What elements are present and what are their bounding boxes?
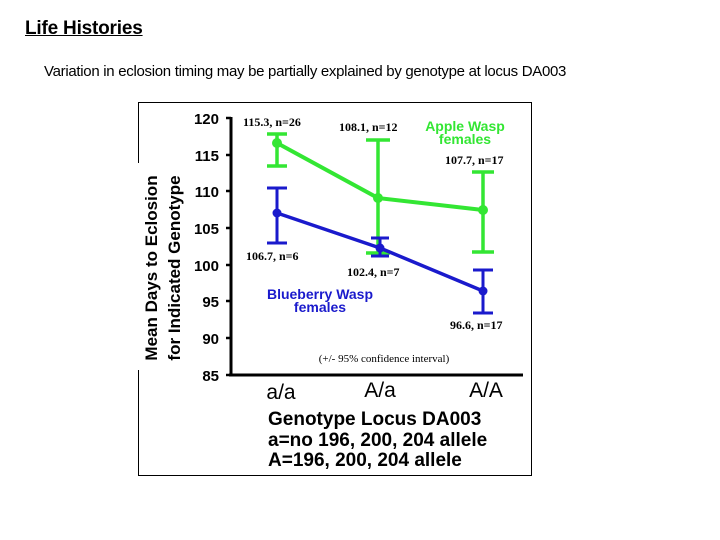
- page-title: Life Histories: [25, 18, 143, 39]
- svg-text:100: 100: [194, 258, 219, 275]
- x-category-Aa: A/a: [364, 379, 396, 402]
- data-point: [373, 193, 383, 203]
- legend-apple-line2: females: [439, 131, 491, 147]
- data-point: [375, 243, 385, 253]
- svg-text:105: 105: [194, 221, 219, 238]
- annotation-blueberry-AA: 96.6, n=17: [450, 318, 503, 332]
- data-point: [272, 138, 282, 148]
- data-point: [272, 208, 282, 218]
- annotation-apple-AA: 107.7, n=17: [445, 153, 504, 167]
- x-axis-label-line2: a=no 196, 200, 204 allele: [268, 430, 487, 451]
- annotation-apple-Aa: 108.1, n=12: [339, 120, 398, 134]
- annotation-blueberry-aa: 106.7, n=6: [246, 249, 299, 263]
- ylabel-background: [132, 163, 190, 370]
- svg-text:120: 120: [194, 111, 219, 128]
- data-point: [478, 205, 488, 215]
- x-category-AA: A/A: [469, 379, 503, 402]
- svg-text:90: 90: [202, 331, 219, 348]
- x-category-aa: a/a: [266, 381, 296, 404]
- legend-blueberry-line2: females: [294, 299, 346, 315]
- annotation-apple-aa: 115.3, n=26: [243, 115, 301, 129]
- x-axis-label-line1: Genotype Locus DA003: [268, 409, 481, 430]
- series-apple-wasp: [267, 132, 494, 255]
- svg-text:85: 85: [202, 368, 219, 385]
- data-point: [478, 286, 488, 296]
- slide-subtitle: Variation in eclosion timing may be part…: [44, 63, 567, 80]
- x-axis-label-line3: A=196, 200, 204 allele: [268, 450, 462, 471]
- ci-note: (+/- 95% confidence interval): [319, 353, 450, 365]
- chart-frame: [138, 102, 532, 476]
- series-blueberry-wasp: [267, 186, 493, 315]
- svg-text:110: 110: [195, 184, 219, 201]
- legend-apple-line1: Apple Wasp: [425, 118, 505, 134]
- legend-blueberry-line1: Blueberry Wasp: [267, 286, 373, 302]
- y-tick-labels: 120 115 110 105 100 95 90 85: [194, 111, 219, 385]
- y-axis: [226, 116, 233, 377]
- y-axis-label-line1: Mean Days to Eclosion: [142, 175, 161, 360]
- annotation-blueberry-Aa: 102.4, n=7: [347, 265, 400, 279]
- svg-text:95: 95: [202, 294, 219, 311]
- svg-text:115: 115: [195, 148, 219, 165]
- y-axis-label-line2: for Indicated Genotype: [165, 175, 184, 360]
